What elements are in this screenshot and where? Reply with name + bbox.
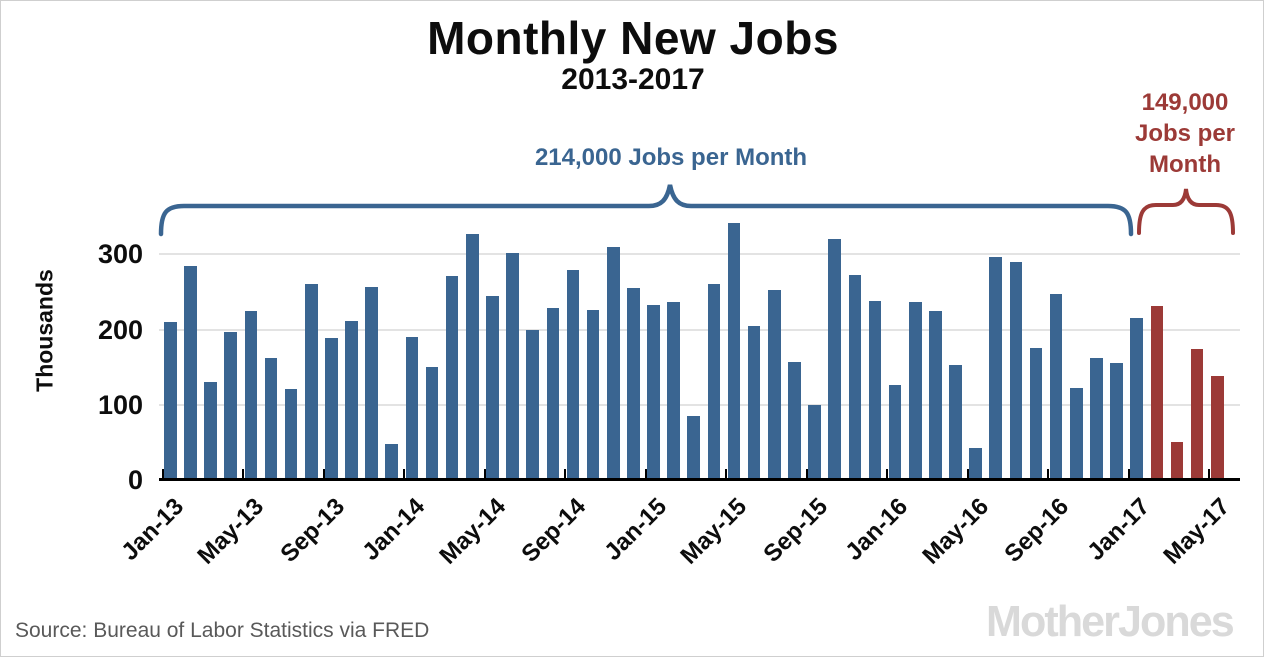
bar-month-37 — [888, 385, 902, 480]
x-axis-tick-May-13 — [242, 469, 245, 478]
bar-month-14 — [425, 367, 439, 480]
x-axis-line — [159, 478, 1240, 481]
bar-month-39 — [929, 310, 942, 480]
bar-month-27 — [687, 416, 701, 480]
bar-month-24 — [627, 288, 640, 480]
bar-month-18 — [506, 252, 519, 480]
y-axis-label-300: 300 — [97, 239, 143, 270]
bar-month-3 — [204, 382, 217, 480]
bar-month-40 — [949, 364, 962, 480]
x-axis-tick-Jan-14 — [403, 469, 406, 478]
x-axis-tick-Sep-16 — [1047, 469, 1050, 478]
annotation-blue-text: 214,000 Jobs per Month — [534, 144, 808, 171]
bar-month-4 — [224, 331, 237, 480]
bar-month-49 — [1130, 318, 1143, 480]
bar-month-36 — [868, 301, 882, 480]
gridline-100 — [159, 403, 1240, 406]
bar-month-42 — [989, 257, 1003, 480]
x-axis-tick-Sep-13 — [322, 469, 325, 478]
x-axis-tick-Sep-14 — [564, 469, 567, 478]
x-axis-tick-Jan-16 — [886, 469, 889, 478]
bar-month-5 — [244, 310, 258, 480]
gridline-200 — [159, 328, 1240, 331]
bar-month-31 — [768, 289, 781, 480]
annotation-blue-average: 214,000 Jobs per Month — [421, 144, 921, 172]
bar-month-43 — [1009, 261, 1023, 480]
x-axis-tick-Sep-15 — [805, 469, 808, 478]
bar-month-30 — [747, 325, 761, 480]
x-axis-tick-May-16 — [966, 469, 969, 478]
bar-month-25 — [647, 304, 660, 480]
x-axis-tick-May-15 — [725, 469, 728, 478]
mother-jones-logo: MotherJones — [986, 597, 1235, 646]
bar-month-10 — [345, 321, 358, 480]
bar-month-8 — [304, 284, 318, 480]
chart-subtitle: 2013-2017 — [561, 63, 705, 96]
bar-month-51 — [1170, 442, 1184, 480]
gridline-300 — [159, 253, 1240, 256]
bar-month-32 — [788, 361, 801, 480]
annotation-red-line1: 149,000 — [1141, 89, 1229, 116]
red-brace-icon — [1137, 188, 1235, 235]
bar-month-6 — [264, 358, 278, 480]
bar-month-22 — [586, 310, 600, 480]
x-axis-tick-Jan-15 — [644, 469, 647, 478]
bar-month-11 — [365, 286, 378, 480]
x-axis-tick-May-14 — [483, 469, 486, 478]
bar-month-48 — [1110, 363, 1123, 480]
bar-month-21 — [566, 270, 580, 480]
bar-month-19 — [526, 329, 539, 480]
bar-month-20 — [546, 307, 560, 480]
y-axis-label-100: 100 — [97, 389, 143, 420]
bar-month-26 — [667, 301, 680, 480]
bar-month-23 — [606, 246, 620, 480]
bar-month-29 — [727, 222, 741, 480]
bar-month-17 — [486, 295, 499, 480]
bar-month-16 — [466, 234, 479, 480]
bar-month-12 — [385, 443, 399, 480]
annotation-red-line3: Month — [1149, 151, 1221, 178]
x-axis-tick-Jan-13 — [161, 469, 164, 478]
bar-month-46 — [1070, 387, 1083, 480]
annotation-red-line2: Jobs per — [1134, 120, 1236, 147]
bar-month-45 — [1049, 294, 1063, 480]
bar-month-38 — [908, 301, 922, 480]
blue-brace-icon — [158, 184, 1134, 237]
annotation-red-average: 149,000 Jobs per Month — [1105, 87, 1263, 180]
y-axis-title: Thousands — [31, 269, 58, 392]
source-note: Source: Bureau of Labor Statistics via F… — [15, 619, 430, 642]
y-axis-label-0: 0 — [127, 465, 143, 495]
x-axis-tick-Jan-17 — [1127, 469, 1130, 478]
bar-month-53 — [1210, 376, 1224, 480]
bar-month-35 — [848, 275, 862, 480]
bar-month-52 — [1190, 349, 1204, 480]
bar-month-15 — [445, 276, 459, 480]
bar-month-44 — [1029, 348, 1043, 480]
y-axis-label-200: 200 — [97, 314, 143, 345]
bar-month-34 — [828, 239, 841, 480]
bar-month-1 — [164, 322, 177, 480]
bar-month-13 — [405, 337, 419, 480]
chart-title: Monthly New Jobs — [427, 12, 839, 64]
bar-month-28 — [707, 283, 721, 480]
x-axis-tick-May-17 — [1208, 469, 1211, 478]
bar-month-33 — [808, 404, 821, 480]
bar-month-9 — [325, 337, 338, 480]
bar-month-7 — [284, 389, 298, 480]
bar-month-41 — [969, 447, 982, 480]
bar-month-47 — [1090, 358, 1103, 480]
bar-month-50 — [1150, 305, 1164, 480]
bar-month-2 — [184, 265, 197, 480]
